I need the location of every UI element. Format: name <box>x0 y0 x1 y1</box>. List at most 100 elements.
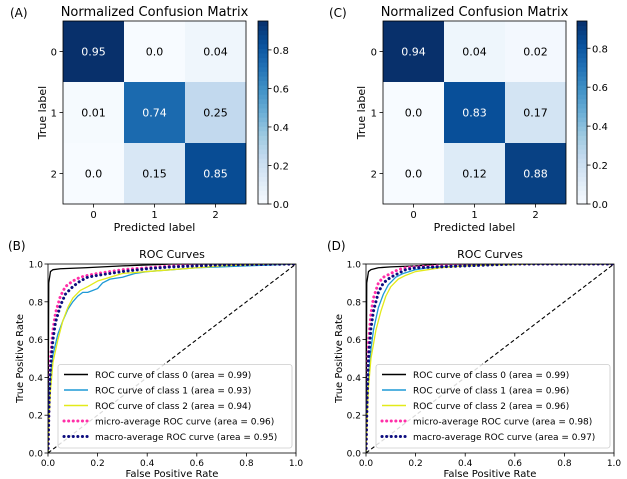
cell-value-label: 0.01 <box>81 107 106 120</box>
cell-value-label: 0.12 <box>462 168 487 181</box>
cell-value-label: 0.0 <box>146 46 164 59</box>
x-axis-label: False Positive Rate <box>444 469 537 479</box>
colorbar-segment <box>577 34 587 40</box>
heatmap-cell <box>383 82 444 143</box>
colorbar-segment <box>577 30 587 36</box>
colorbar-segment <box>577 176 587 182</box>
x-tick-label: 1 <box>471 210 477 221</box>
x-tick-label: 0.4 <box>140 459 155 469</box>
colorbar-frame <box>576 20 588 205</box>
colorbar-segment <box>258 162 268 168</box>
colorbar-segment <box>577 121 587 127</box>
y-tick-label: 0.4 <box>347 374 362 384</box>
heatmap-cell <box>124 143 185 204</box>
colorbar-tick-label: 0.2 <box>273 161 289 172</box>
heatmap-cell <box>505 21 566 82</box>
colorbar-segment <box>577 185 587 191</box>
cell-value-label: 0.0 <box>85 168 103 181</box>
colorbar-tick-label: 0.0 <box>592 200 608 211</box>
x-tick-label: 2 <box>532 210 538 221</box>
x-tick-label: 0 <box>410 210 416 221</box>
x-tick-label: 1.0 <box>289 459 304 469</box>
y-axis-label: True label <box>36 86 49 140</box>
colorbar-tick-label: 0.8 <box>592 44 608 55</box>
colorbar-segment <box>258 66 268 72</box>
legend-entry: macro-average ROC curve (area = 0.97) <box>413 433 595 443</box>
x-axis-label: Predicted label <box>434 221 516 234</box>
heatmap-cell <box>124 82 185 143</box>
colorbar-segment <box>577 89 587 95</box>
colorbar-segment <box>258 71 268 77</box>
legend-entry: ROC curve of class 2 (area = 0.96) <box>413 402 569 412</box>
heatmap-cell <box>505 143 566 204</box>
x-tick-label: 0.8 <box>557 459 572 469</box>
y-tick-label: 1.0 <box>347 261 362 271</box>
colorbar-segment <box>258 176 268 182</box>
x-tick-label: 0.0 <box>41 459 56 469</box>
roc-panel-b: 0.0 0.2 0.4 0.6 0.8 1.0 0.0 0.2 0.4 0.6 0.8 1.0 Fals… <box>8 239 303 479</box>
heatmap-cell <box>63 21 124 82</box>
x-tick-label: 0.6 <box>508 459 523 469</box>
x-tick-label: 1 <box>151 210 157 221</box>
colorbar-tick-label: 0.4 <box>273 123 289 134</box>
heatmap-cell <box>383 21 444 82</box>
colorbar-segment <box>258 107 268 113</box>
colorbar-segment <box>577 149 587 155</box>
panel-label: (B) <box>8 239 26 253</box>
heatmap-cell <box>124 21 185 82</box>
y-tick-label: 0 <box>51 48 57 59</box>
colorbar-tick-label: 0.4 <box>592 122 608 133</box>
cell-value-label: 0.74 <box>142 107 167 120</box>
legend-box <box>57 364 293 449</box>
colorbar-segment <box>577 71 587 77</box>
colorbar-segment <box>577 103 587 109</box>
colorbar-segment <box>258 149 268 155</box>
colorbar-segment <box>577 144 587 150</box>
chart-title: Normalized Confusion Matrix <box>381 5 569 20</box>
x-tick-label: 0.4 <box>458 459 473 469</box>
y-tick-label: 0.0 <box>347 450 362 460</box>
colorbar-segment <box>258 117 268 123</box>
legend-entry: ROC curve of class 2 (area = 0.94) <box>95 402 251 412</box>
y-tick-label: 0.4 <box>29 374 44 384</box>
cell-value-label: 0.04 <box>462 46 487 59</box>
heatmap-cell <box>185 82 246 143</box>
colorbar-segment <box>258 39 268 45</box>
heatmap-cell <box>444 143 505 204</box>
colorbar-segment <box>577 162 587 168</box>
roc-curves <box>366 264 614 453</box>
panel-label: (D) <box>327 239 346 253</box>
cell-value-label: 0.25 <box>203 107 228 120</box>
cell-value-label: 0.85 <box>203 168 228 181</box>
cell-value-label: 0.0 <box>405 107 423 120</box>
legend-entry: ROC curve of class 1 (area = 0.93) <box>95 387 251 397</box>
colorbar-segment <box>577 135 587 141</box>
colorbar-segment <box>258 94 268 100</box>
colorbar-segment <box>577 53 587 59</box>
cell-value-label: 0.15 <box>142 168 167 181</box>
colorbar-segment <box>577 126 587 132</box>
y-tick-label: 1 <box>371 109 377 120</box>
colorbar-segment <box>258 158 268 164</box>
cell-value-label: 0.17 <box>523 107 548 120</box>
roc-series-line <box>48 264 296 453</box>
cell-value-label: 0.04 <box>203 46 228 59</box>
x-axis-label: Predicted label <box>114 221 196 234</box>
y-tick-label: 0.6 <box>29 336 44 346</box>
colorbar-segment <box>577 43 587 49</box>
x-tick-label: 2 <box>212 210 218 221</box>
roc-series-line <box>366 264 614 453</box>
colorbar-segment <box>577 98 587 104</box>
colorbar-segment <box>258 139 268 146</box>
colorbar-segment <box>258 48 268 54</box>
colorbar-tick-label: 0.6 <box>592 83 608 94</box>
chart-title: Normalized Confusion Matrix <box>61 5 249 20</box>
heatmap-cell <box>63 143 124 204</box>
colorbar-segment <box>577 158 587 164</box>
colorbar-segment <box>577 39 587 45</box>
colorbar-segment <box>577 21 587 27</box>
colorbar-segment <box>258 130 268 136</box>
legend-entry: ROC curve of class 0 (area = 0.99) <box>95 371 251 381</box>
heatmap-cell <box>505 82 566 143</box>
panel-label: (C) <box>329 6 347 20</box>
